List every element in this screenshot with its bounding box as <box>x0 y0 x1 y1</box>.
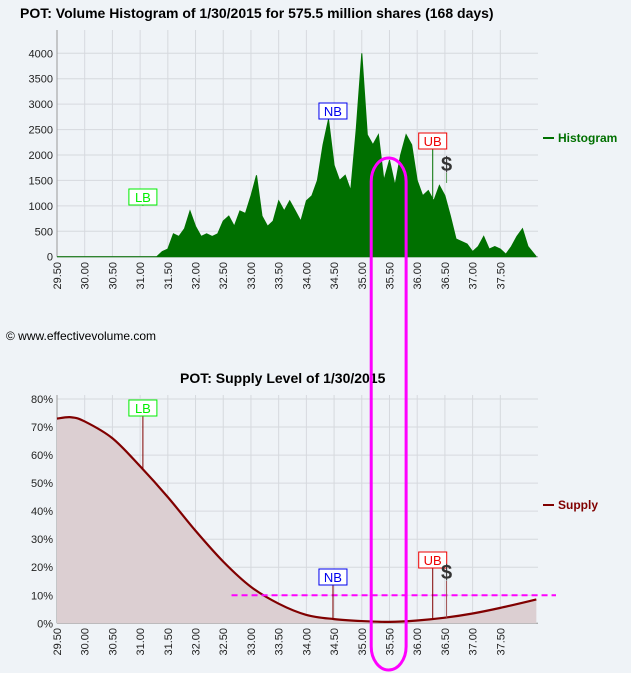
histogram-title: POT: Volume Histogram of 1/30/2015 for 5… <box>20 5 494 21</box>
marker-box-NB <box>318 568 348 586</box>
y-tick-label: 50% <box>31 478 53 490</box>
y-tick-label: 3500 <box>29 74 53 86</box>
x-tick-label: 35.00 <box>357 262 369 290</box>
x-tick-label: 33.00 <box>246 262 258 290</box>
legend-label: Supply <box>558 498 598 512</box>
x-tick-label: 37.50 <box>495 262 507 290</box>
marker-label-LB: LB <box>135 401 151 416</box>
dollar-price-icon: $ <box>441 154 452 176</box>
y-tick-label: 500 <box>35 226 53 238</box>
y-tick-label: 1000 <box>29 201 53 213</box>
marker-box-NB <box>318 102 348 120</box>
marker-label-UB: UB <box>424 553 442 568</box>
y-tick-label: 10% <box>31 590 53 602</box>
marker-box-UB <box>418 132 448 150</box>
x-tick-label: 34.00 <box>301 628 313 656</box>
y-tick-label: 30% <box>31 534 53 546</box>
x-tick-label: 31.50 <box>163 262 175 290</box>
watermark: © www.effectivevolume.com <box>6 329 156 343</box>
x-tick-label: 34.00 <box>301 262 313 290</box>
x-tick-label: 37.50 <box>495 628 507 656</box>
x-tick-label: 36.50 <box>440 628 452 656</box>
x-tick-label: 36.00 <box>412 262 424 290</box>
x-tick-label: 35.50 <box>384 262 396 290</box>
y-tick-label: 0% <box>37 618 53 630</box>
x-tick-label: 34.50 <box>329 628 341 656</box>
marker-box-LB <box>128 188 158 206</box>
y-tick-label: 70% <box>31 422 53 434</box>
x-tick-label: 29.50 <box>52 628 64 656</box>
histogram-area <box>57 53 537 258</box>
y-tick-label: 2500 <box>29 125 53 137</box>
x-tick-label: 31.00 <box>135 262 147 290</box>
highlight-overlay <box>369 156 408 672</box>
marker-box-LB <box>128 399 158 417</box>
x-tick-label: 32.50 <box>218 262 230 290</box>
marker-label-NB: NB <box>324 104 342 119</box>
marker-label-UB: UB <box>424 134 442 149</box>
marker-label-LB: LB <box>135 190 151 205</box>
x-tick-label: 32.00 <box>191 628 203 656</box>
x-tick-label: 32.50 <box>218 628 230 656</box>
x-tick-label: 32.00 <box>191 262 203 290</box>
x-tick-label: 36.00 <box>412 628 424 656</box>
y-tick-label: 1500 <box>29 175 53 187</box>
x-tick-label: 35.50 <box>384 628 396 656</box>
supply-chart: 0% 10% 20% 30% 40% 50% 60% 70% 80% 29.50 30.00 30.5… <box>31 394 598 656</box>
y-tick-label: 0 <box>47 252 53 264</box>
marker-box-UB <box>418 551 448 569</box>
dollar-price-icon: $ <box>441 562 452 584</box>
x-tick-label: 31.00 <box>135 628 147 656</box>
supply-area <box>57 417 537 624</box>
x-tick-label: 30.50 <box>107 628 119 656</box>
x-tick-label: 31.50 <box>163 628 175 656</box>
x-tick-label: 36.50 <box>440 262 452 290</box>
y-tick-label: 2000 <box>29 150 53 162</box>
x-tick-label: 30.00 <box>80 628 92 656</box>
y-tick-label: 40% <box>31 506 53 518</box>
x-tick-label: 30.00 <box>80 262 92 290</box>
y-tick-label: 3000 <box>29 99 53 111</box>
x-tick-label: 33.50 <box>274 262 286 290</box>
histogram-chart: 0 500 1000 1500 2000 2500 3000 3500 4000 29.50 30.… <box>29 30 617 290</box>
y-tick-label: 4000 <box>29 48 53 60</box>
marker-label-NB: NB <box>324 570 342 585</box>
x-tick-label: 37.00 <box>468 628 480 656</box>
x-tick-label: 37.00 <box>468 262 480 290</box>
y-tick-label: 60% <box>31 450 53 462</box>
x-tick-label: 33.00 <box>246 628 258 656</box>
y-tick-label: 20% <box>31 562 53 574</box>
supply-title: POT: Supply Level of 1/30/2015 <box>180 370 386 386</box>
highlight-ellipse <box>369 156 408 672</box>
x-tick-label: 35.00 <box>357 628 369 656</box>
x-tick-label: 29.50 <box>52 262 64 290</box>
y-tick-label: 80% <box>31 394 53 406</box>
x-tick-label: 34.50 <box>329 262 341 290</box>
supply-line <box>56 416 537 624</box>
x-tick-label: 30.50 <box>107 262 119 290</box>
legend-label: Histogram <box>558 131 617 145</box>
x-tick-label: 33.50 <box>274 628 286 656</box>
